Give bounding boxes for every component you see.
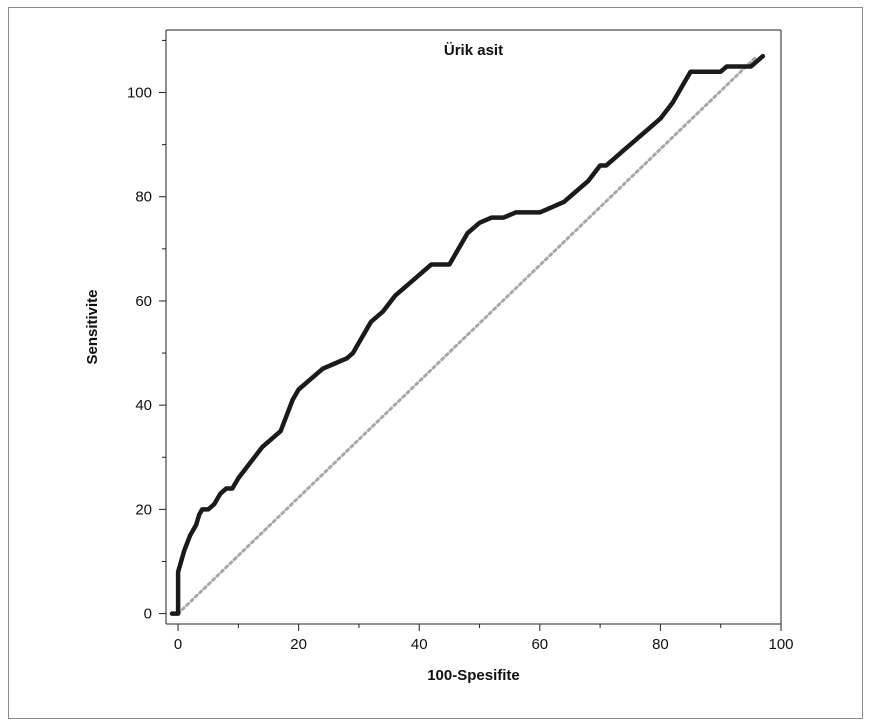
y-tick-label-100: 100: [127, 85, 152, 102]
y-axis-title: Sensitivite: [84, 289, 101, 364]
roc-curve: [169, 53, 766, 616]
x-tick-label-100: 100: [768, 636, 793, 653]
x-tick-label-80: 80: [652, 636, 669, 653]
y-tick-label-80: 80: [135, 189, 152, 206]
ticks: 0 20 40 60 80 100 0 20 40 60 80 100: [127, 39, 794, 653]
x-tick-label-40: 40: [411, 636, 428, 653]
y-tick-label-60: 60: [135, 293, 152, 310]
y-tick-label-40: 40: [135, 397, 152, 414]
roc-chart: 0 20 40 60 80 100 0 20 40 60 80 100 Ürik asit 100-S…: [84, 29, 794, 684]
x-tick-label-60: 60: [531, 636, 548, 653]
x-axis-title: 100-Spesifite: [427, 667, 520, 684]
x-tick-label-0: 0: [174, 636, 182, 653]
y-tick-label-0: 0: [144, 606, 152, 623]
reference-line: [176, 54, 759, 616]
chart-frame: 0 20 40 60 80 100 0 20 40 60 80 100 Ürik asit 100-S…: [8, 7, 863, 719]
y-tick-label-20: 20: [135, 501, 152, 518]
axes: [165, 29, 782, 625]
chart-title: Ürik asit: [444, 42, 503, 59]
x-tick-label-20: 20: [290, 636, 307, 653]
series-layer: [169, 53, 766, 616]
